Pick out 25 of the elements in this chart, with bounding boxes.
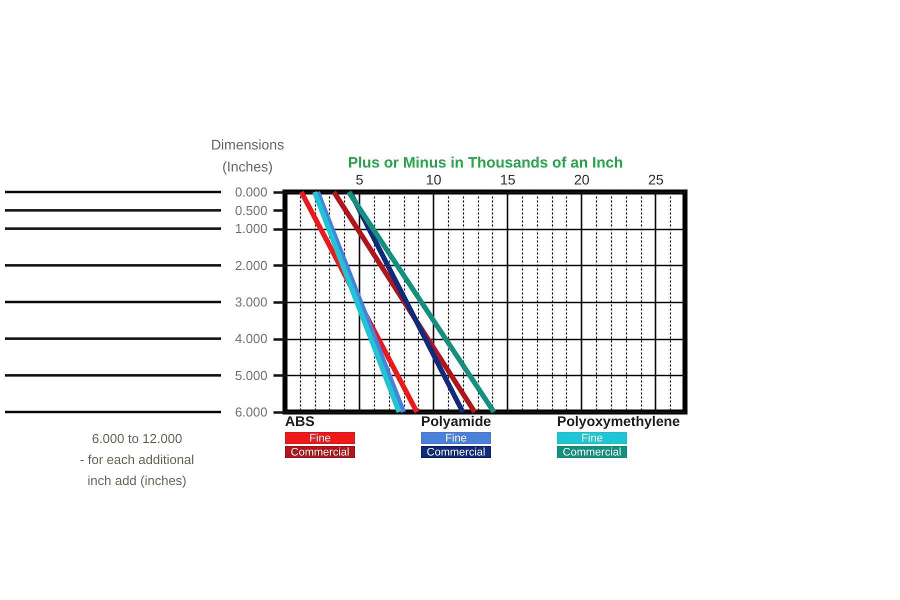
x-tick-label: 15	[500, 172, 516, 188]
text: Polyamide	[421, 413, 492, 429]
y-tick-label: 6.000	[234, 404, 268, 420]
y-tick-label: 2.000	[234, 258, 268, 273]
text: Fine	[309, 432, 331, 444]
text: Polyoxymethylene	[557, 413, 680, 429]
x-tick-label: 5	[356, 172, 364, 188]
y-tick-label: 1.000	[234, 221, 268, 236]
y-tick-label: 0.000	[234, 184, 268, 200]
text: ABS	[285, 413, 315, 429]
x-axis-title: Plus or Minus in Thousands of an Inch	[348, 154, 624, 172]
text: Fine	[445, 432, 467, 444]
y-tick-label: 4.000	[234, 331, 268, 346]
x-tick-label: 10	[426, 172, 442, 188]
text: Commercial	[562, 446, 622, 458]
text: 6.000 to 12.000 - for each additional inch add (inches)	[80, 431, 194, 488]
x-tick-label: 25	[648, 172, 664, 188]
text: Commercial	[290, 446, 350, 458]
y-axis-title: Dimensions (Inches)	[210, 136, 284, 174]
y-tick-label: 0.500	[234, 202, 268, 218]
y-tick-label: 3.000	[234, 294, 268, 310]
y-tick-label: 5.000	[234, 368, 268, 383]
text: Commercial	[426, 446, 486, 458]
x-tick-label: 20	[574, 172, 590, 188]
text: Fine	[581, 432, 603, 444]
